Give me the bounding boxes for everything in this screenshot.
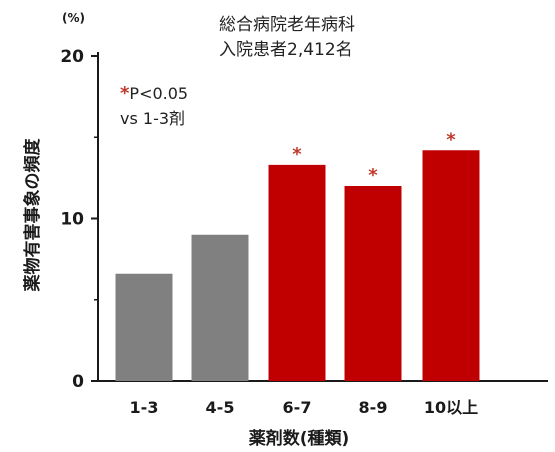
significance-star: * <box>368 165 378 186</box>
plot-area: 0 10 20 1-3 4-5 6-7 * 8-9 * 10以上 * <box>60 47 548 417</box>
x-tick-label: 6-7 <box>283 398 312 417</box>
y-tick-label: 20 <box>60 47 84 67</box>
y-tick-label: 0 <box>72 372 84 392</box>
significance-note-pvalue: P<0.05 <box>129 84 188 103</box>
bar <box>268 164 326 381</box>
x-tick-label: 1-3 <box>130 398 159 417</box>
significance-star: * <box>292 144 302 165</box>
significance-note-mark: * <box>120 83 130 104</box>
y-axis-title: 薬物有害事象の頻度 <box>22 138 43 292</box>
bar <box>191 234 249 381</box>
y-axis-unit: (%) <box>62 11 85 25</box>
bar <box>422 150 480 381</box>
y-tick-label: 10 <box>60 210 84 230</box>
x-tick-label: 8-9 <box>359 398 388 417</box>
chart-title-line-1: 総合病院老年病科 <box>219 15 355 35</box>
x-tick-label: 10以上 <box>424 398 478 417</box>
x-tick-label: 4-5 <box>206 398 235 417</box>
significance-note: *P<0.05 <box>120 83 188 104</box>
chart-title-line-2: 入院患者2,412名 <box>219 40 353 60</box>
bar <box>115 273 173 381</box>
significance-note-comparison: vs 1-3剤 <box>120 109 185 128</box>
x-axis-title: 薬剤数(種類) <box>249 428 350 449</box>
significance-star: * <box>446 129 456 150</box>
bar <box>344 186 402 381</box>
